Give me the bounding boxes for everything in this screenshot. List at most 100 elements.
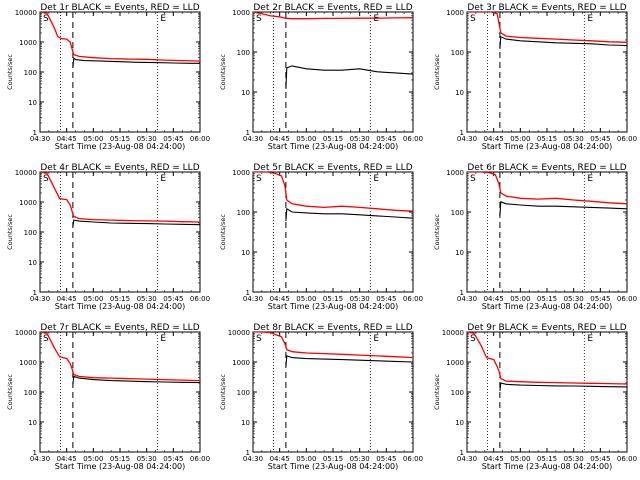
x-tick-label: 04:45 <box>484 295 504 303</box>
x-tick-label: 05:30 <box>564 455 584 463</box>
x-tick-label: 04:45 <box>270 135 290 143</box>
x-tick-label: 05:45 <box>163 295 183 303</box>
y-tick-label: 1 <box>460 289 464 297</box>
chart-title: Det 9r BLACK = Events, RED = LLD <box>467 323 626 333</box>
y-axis-label: Counts/sec <box>219 214 227 250</box>
x-axis-label: Start Time (23-Aug-08 04:24:00) <box>55 142 186 151</box>
x-axis-label: Start Time (23-Aug-08 04:24:00) <box>268 302 399 311</box>
chart-title: Det 8r BLACK = Events, RED = LLD <box>253 323 412 333</box>
series-line-lld <box>467 332 627 385</box>
x-tick-label: 05:00 <box>83 455 103 463</box>
x-tick-label: 05:00 <box>83 295 103 303</box>
y-tick-label: 10 <box>241 89 250 97</box>
chart-title: Det 7r BLACK = Events, RED = LLD <box>40 323 199 333</box>
x-tick-label: 04:30 <box>30 135 50 143</box>
chart-panel-6: Det 6r BLACK = Events, RED = LLD 1 10 100 10… <box>433 163 637 311</box>
x-tick-label: 04:45 <box>484 135 504 143</box>
end-mark: E <box>587 14 593 24</box>
y-tick-label: 1 <box>460 449 464 457</box>
y-tick-label: 10 <box>28 259 37 267</box>
y-tick-label: 10000 <box>442 329 464 337</box>
x-tick-label: 04:45 <box>270 455 290 463</box>
start-mark: S <box>43 334 49 344</box>
y-axis-label: Counts/sec <box>433 374 441 410</box>
y-tick-label: 1 <box>33 449 37 457</box>
y-axis-label: Counts/sec <box>433 54 441 90</box>
x-tick-label: 06:00 <box>403 295 423 303</box>
plot-frame <box>252 171 414 293</box>
x-tick-label: 05:30 <box>137 295 157 303</box>
x-tick-label: 05:00 <box>83 135 103 143</box>
x-tick-label: 04:30 <box>243 135 263 143</box>
x-tick-label: 04:30 <box>30 455 50 463</box>
y-tick-label: 1000 <box>232 9 250 17</box>
x-tick-label: 05:00 <box>296 295 316 303</box>
series-line-lld <box>253 12 413 20</box>
plot-frame <box>39 331 201 453</box>
y-tick-label: 100 <box>451 49 464 57</box>
chart-title: Det 1r BLACK = Events, RED = LLD <box>40 3 199 13</box>
chart-panel-1: Det 1r BLACK = Events, RED = LLD 1 10 100 10… <box>6 3 210 151</box>
x-tick-label: 05:15 <box>110 455 130 463</box>
chart-title: Det 4r BLACK = Events, RED = LLD <box>40 163 199 173</box>
start-mark: S <box>256 334 262 344</box>
x-tick-label: 05:00 <box>296 455 316 463</box>
y-tick-label: 100 <box>237 209 250 217</box>
y-tick-label: 1 <box>33 289 37 297</box>
series-line-lld <box>40 12 200 62</box>
x-tick-label: 05:45 <box>590 135 610 143</box>
y-tick-label: 10000 <box>15 329 37 337</box>
series-line-events <box>72 57 200 68</box>
x-tick-label: 04:45 <box>57 135 77 143</box>
end-mark: E <box>373 14 379 24</box>
x-axis-label: Start Time (23-Aug-08 04:24:00) <box>482 462 613 471</box>
plot-frame <box>466 171 628 293</box>
y-tick-label: 1 <box>33 129 37 137</box>
y-tick-label: 1000 <box>19 359 37 367</box>
x-tick-label: 05:15 <box>110 135 130 143</box>
x-tick-label: 05:00 <box>296 135 316 143</box>
plot-frame <box>39 11 201 133</box>
y-axis-label: Counts/sec <box>433 214 441 250</box>
x-tick-label: 04:30 <box>457 135 477 143</box>
x-tick-label: 06:00 <box>190 455 210 463</box>
y-tick-label: 100 <box>24 389 37 397</box>
x-axis-label: Start Time (23-Aug-08 04:24:00) <box>482 302 613 311</box>
x-tick-label: 05:30 <box>350 455 370 463</box>
y-tick-label: 100 <box>451 389 464 397</box>
y-tick-label: 1000 <box>19 39 37 47</box>
series-line-events <box>72 219 200 227</box>
y-tick-label: 10 <box>28 99 37 107</box>
y-tick-label: 10 <box>28 419 37 427</box>
x-tick-label: 05:15 <box>323 295 343 303</box>
x-tick-label: 05:45 <box>163 135 183 143</box>
series-line-events <box>499 382 627 391</box>
series-line-lld <box>40 172 200 223</box>
x-tick-label: 05:30 <box>564 135 584 143</box>
x-axis-label: Start Time (23-Aug-08 04:24:00) <box>55 302 186 311</box>
start-mark: S <box>43 174 49 184</box>
y-tick-label: 10 <box>455 249 464 257</box>
x-tick-label: 06:00 <box>190 135 210 143</box>
x-tick-label: 05:15 <box>323 455 343 463</box>
plot-frame <box>466 11 628 133</box>
y-tick-label: 1000 <box>232 359 250 367</box>
y-tick-label: 10000 <box>15 169 37 177</box>
x-axis-label: Start Time (23-Aug-08 04:24:00) <box>268 462 399 471</box>
y-tick-label: 10 <box>455 89 464 97</box>
x-tick-label: 04:30 <box>30 295 50 303</box>
chart-panel-9: Det 9r BLACK = Events, RED = LLD 1 10 100 10… <box>433 323 637 471</box>
y-tick-label: 1000 <box>446 9 464 17</box>
y-tick-label: 1 <box>246 129 250 137</box>
x-tick-label: 04:45 <box>484 455 504 463</box>
x-tick-label: 05:00 <box>510 295 530 303</box>
x-tick-label: 05:30 <box>137 455 157 463</box>
series-line-events <box>499 201 627 216</box>
start-mark: S <box>256 174 262 184</box>
y-tick-label: 1 <box>246 289 250 297</box>
x-tick-label: 04:30 <box>457 295 477 303</box>
x-tick-label: 05:45 <box>376 295 396 303</box>
chart-title: Det 6r BLACK = Events, RED = LLD <box>467 163 626 173</box>
x-tick-label: 05:45 <box>590 455 610 463</box>
